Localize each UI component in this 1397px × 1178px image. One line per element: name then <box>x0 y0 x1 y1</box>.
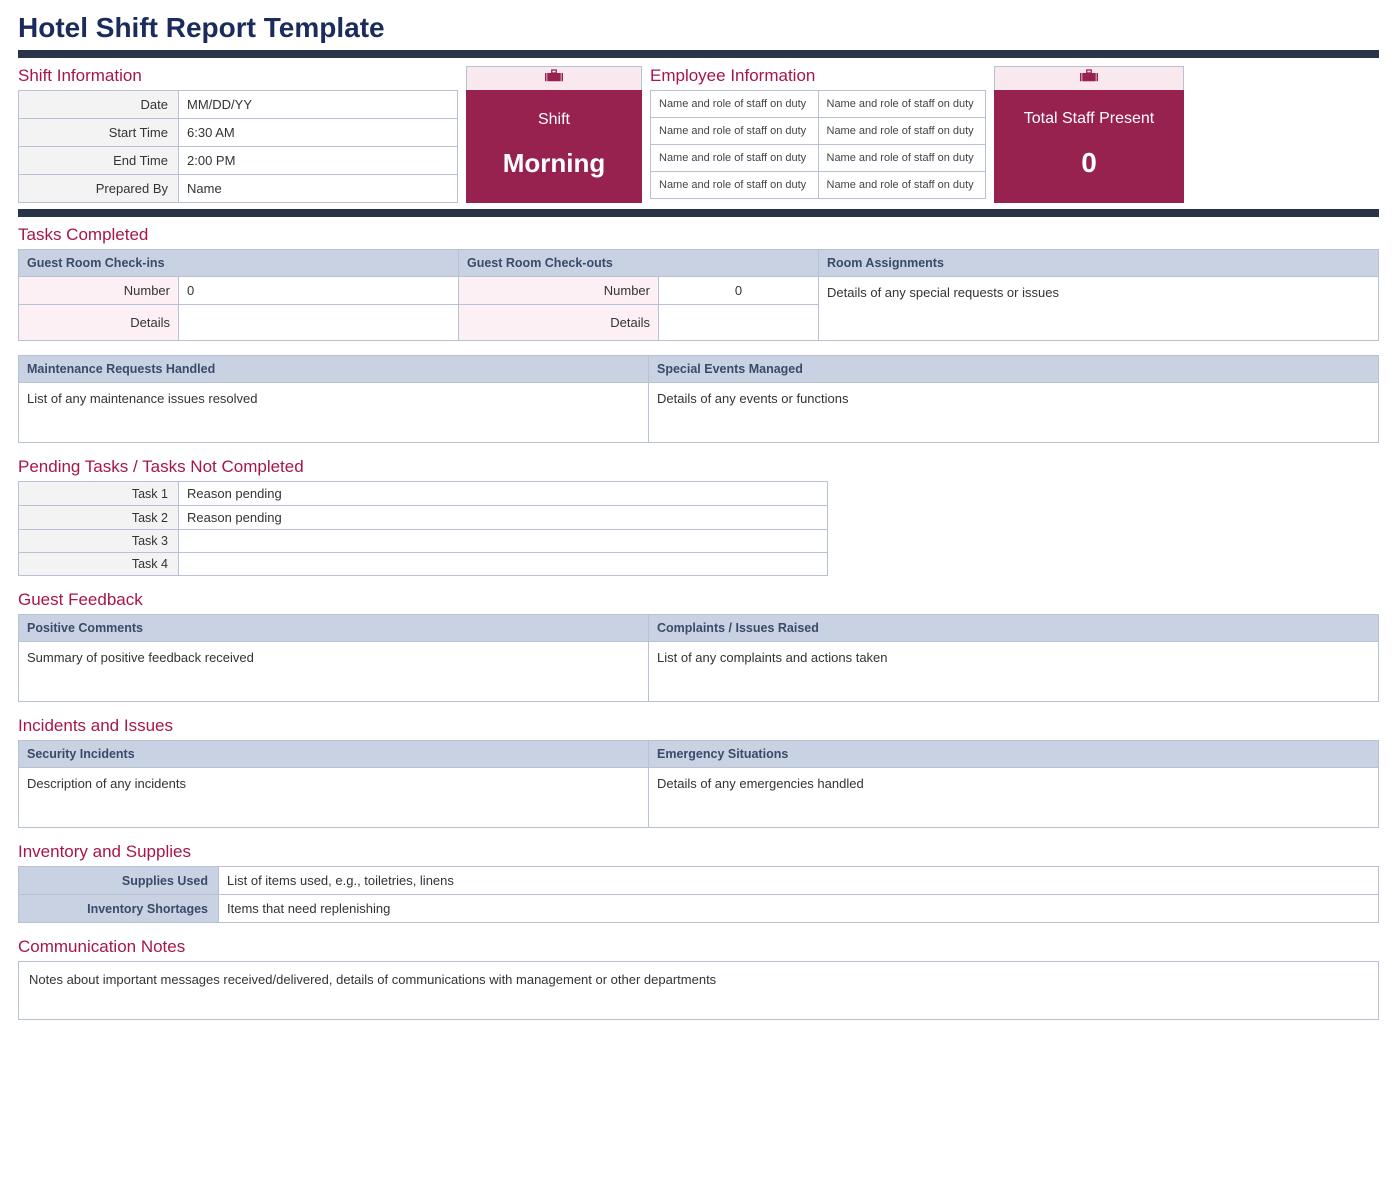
shift-info-row-label: Date <box>19 91 179 119</box>
shift-info-row-value[interactable]: MM/DD/YY <box>179 91 458 119</box>
shift-info-table: DateMM/DD/YY Start Time6:30 AM End Time2… <box>18 90 458 203</box>
pending-row-value[interactable] <box>179 553 828 576</box>
inventory-row-label: Supplies Used <box>19 867 219 895</box>
pending-title: Pending Tasks / Tasks Not Completed <box>18 457 1379 477</box>
shift-badge-label: Shift <box>538 111 570 129</box>
comm-table: Notes about important messages received/… <box>18 961 1379 1020</box>
pending-row-value[interactable]: Reason pending <box>179 506 828 530</box>
inventory-table: Supplies UsedList of items used, e.g., t… <box>18 866 1379 923</box>
employee-cell[interactable]: Name and role of staff on duty <box>651 91 819 118</box>
checkins-number[interactable]: 0 <box>179 277 459 305</box>
shift-info-row-value[interactable]: 2:00 PM <box>179 147 458 175</box>
inventory-row-value[interactable]: Items that need replenishing <box>219 895 1379 923</box>
shift-icon-bar <box>466 66 642 90</box>
checkouts-number[interactable]: 0 <box>659 277 819 305</box>
pending-table: Task 1Reason pending Task 2Reason pendin… <box>18 481 828 576</box>
page-title: Hotel Shift Report Template <box>18 12 1379 44</box>
staff-badge-label: Total Staff Present <box>1024 110 1154 128</box>
shift-info-column: Shift Information DateMM/DD/YY Start Tim… <box>18 66 458 203</box>
employee-cell[interactable]: Name and role of staff on duty <box>651 118 819 145</box>
pending-row-label: Task 1 <box>19 482 179 506</box>
checkins-details-label: Details <box>19 305 179 341</box>
staff-badge-value: 0 <box>1081 147 1097 179</box>
staff-badge: Total Staff Present 0 <box>994 66 1184 203</box>
maintenance-events-table: Maintenance Requests Handled Special Eve… <box>18 355 1379 443</box>
top-row: Shift Information DateMM/DD/YY Start Tim… <box>18 66 1379 203</box>
events-value[interactable]: Details of any events or functions <box>649 383 1379 443</box>
pending-row-label: Task 2 <box>19 506 179 530</box>
checkouts-details-label: Details <box>459 305 659 341</box>
pending-row-value[interactable]: Reason pending <box>179 482 828 506</box>
positive-value[interactable]: Summary of positive feedback received <box>19 642 649 702</box>
employee-cell[interactable]: Name and role of staff on duty <box>818 118 986 145</box>
checkouts-details[interactable] <box>659 305 819 341</box>
room-assignments-header: Room Assignments <box>819 250 1379 277</box>
inventory-row-label: Inventory Shortages <box>19 895 219 923</box>
employee-cell[interactable]: Name and role of staff on duty <box>818 172 986 199</box>
shift-info-row-value[interactable]: 6:30 AM <box>179 119 458 147</box>
suitcase-icon <box>545 69 563 88</box>
shift-badge: Shift Morning <box>466 66 642 203</box>
staff-icon-bar <box>994 66 1184 90</box>
incidents-title: Incidents and Issues <box>18 716 1379 736</box>
checkouts-number-label: Number <box>459 277 659 305</box>
comm-text[interactable]: Notes about important messages received/… <box>19 962 1379 1020</box>
events-header: Special Events Managed <box>649 356 1379 383</box>
employee-cell[interactable]: Name and role of staff on duty <box>818 91 986 118</box>
pending-row-label: Task 3 <box>19 530 179 553</box>
divider-top <box>18 50 1379 58</box>
comm-title: Communication Notes <box>18 937 1379 957</box>
feedback-title: Guest Feedback <box>18 590 1379 610</box>
shift-info-row-label: End Time <box>19 147 179 175</box>
divider-mid <box>18 209 1379 217</box>
tasks-completed-title: Tasks Completed <box>18 225 1379 245</box>
tasks-completed-table: Guest Room Check-ins Guest Room Check-ou… <box>18 249 1379 341</box>
complaints-value[interactable]: List of any complaints and actions taken <box>649 642 1379 702</box>
shift-info-title: Shift Information <box>18 66 458 86</box>
shift-badge-body: Shift Morning <box>466 90 642 203</box>
inventory-row-value[interactable]: List of items used, e.g., toiletries, li… <box>219 867 1379 895</box>
checkins-header: Guest Room Check-ins <box>19 250 459 277</box>
maintenance-header: Maintenance Requests Handled <box>19 356 649 383</box>
checkins-details[interactable] <box>179 305 459 341</box>
shift-info-row-label: Start Time <box>19 119 179 147</box>
pending-row-value[interactable] <box>179 530 828 553</box>
shift-badge-value: Morning <box>503 148 606 179</box>
emergency-value[interactable]: Details of any emergencies handled <box>649 768 1379 828</box>
employee-info-title: Employee Information <box>650 66 986 86</box>
employee-cell[interactable]: Name and role of staff on duty <box>651 145 819 172</box>
shift-info-row-value[interactable]: Name <box>179 175 458 203</box>
maintenance-value[interactable]: List of any maintenance issues resolved <box>19 383 649 443</box>
checkins-number-label: Number <box>19 277 179 305</box>
feedback-table: Positive Comments Complaints / Issues Ra… <box>18 614 1379 702</box>
emergency-header: Emergency Situations <box>649 741 1379 768</box>
employee-cell[interactable]: Name and role of staff on duty <box>818 145 986 172</box>
incidents-table: Security Incidents Emergency Situations … <box>18 740 1379 828</box>
security-value[interactable]: Description of any incidents <box>19 768 649 828</box>
checkouts-header: Guest Room Check-outs <box>459 250 819 277</box>
complaints-header: Complaints / Issues Raised <box>649 615 1379 642</box>
pending-row-label: Task 4 <box>19 553 179 576</box>
suitcase-icon <box>1080 69 1098 88</box>
shift-info-row-label: Prepared By <box>19 175 179 203</box>
staff-badge-body: Total Staff Present 0 <box>994 90 1184 203</box>
positive-header: Positive Comments <box>19 615 649 642</box>
employee-cell[interactable]: Name and role of staff on duty <box>651 172 819 199</box>
inventory-title: Inventory and Supplies <box>18 842 1379 862</box>
security-header: Security Incidents <box>19 741 649 768</box>
employee-info-column: Employee Information Name and role of st… <box>650 66 986 203</box>
room-assignments-value[interactable]: Details of any special requests or issue… <box>819 277 1379 341</box>
employee-info-table: Name and role of staff on dutyName and r… <box>650 90 986 199</box>
